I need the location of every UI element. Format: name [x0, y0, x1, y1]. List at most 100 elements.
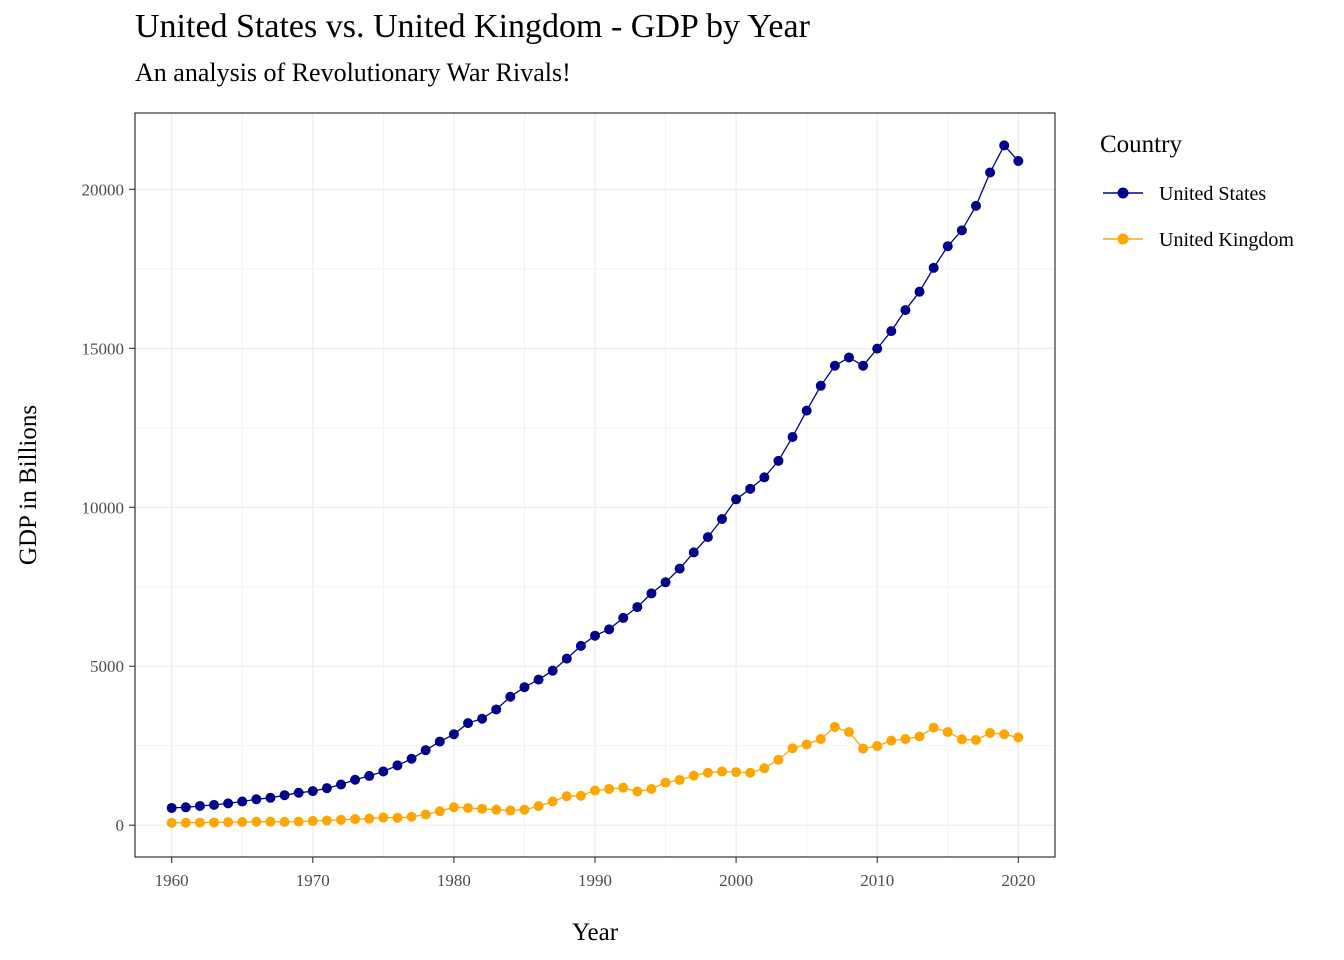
data-point-united-states [745, 483, 756, 494]
data-point-united-kingdom [209, 817, 220, 828]
series-group [166, 140, 1024, 828]
data-point-united-kingdom [942, 727, 953, 738]
data-point-united-states [731, 494, 742, 505]
data-point-united-kingdom [237, 816, 248, 827]
data-point-united-states [223, 798, 234, 809]
data-point-united-kingdom [251, 816, 262, 827]
data-point-united-states [293, 787, 304, 798]
data-point-united-states [434, 736, 445, 747]
data-point-united-kingdom [801, 739, 812, 750]
grid-lines [135, 113, 1055, 857]
data-point-united-states [378, 766, 389, 777]
data-point-united-states [533, 674, 544, 685]
data-point-united-states [928, 262, 939, 273]
data-point-united-states [321, 783, 332, 794]
data-point-united-kingdom [279, 816, 290, 827]
data-point-united-states [575, 640, 586, 651]
data-point-united-states [801, 405, 812, 416]
data-point-united-states [336, 779, 347, 790]
data-point-united-states [632, 602, 643, 613]
data-point-united-states [872, 343, 883, 354]
data-point-united-kingdom [448, 802, 459, 813]
data-point-united-kingdom [307, 816, 318, 827]
data-point-united-states [1013, 156, 1024, 167]
chart-subtitle: An analysis of Revolutionary War Rivals! [135, 58, 571, 87]
data-point-united-states [420, 745, 431, 756]
data-point-united-kingdom [491, 804, 502, 815]
data-point-united-states [716, 514, 727, 525]
data-point-united-kingdom [561, 791, 572, 802]
legend-key-point-united-kingdom [1117, 233, 1129, 245]
data-point-united-kingdom [674, 775, 685, 786]
legend: Country United States United Kingdom [1100, 131, 1294, 251]
x-tick-label: 1990 [578, 871, 612, 890]
data-point-united-states [843, 352, 854, 363]
data-point-united-kingdom [364, 813, 375, 824]
legend-label-united-states: United States [1159, 183, 1266, 205]
data-point-united-kingdom [745, 767, 756, 778]
data-point-united-states [251, 794, 262, 805]
data-point-united-kingdom [843, 727, 854, 738]
data-point-united-kingdom [872, 741, 883, 752]
data-point-united-states [166, 802, 177, 813]
data-point-united-kingdom [166, 817, 177, 828]
data-point-united-kingdom [632, 786, 643, 797]
data-point-united-states [660, 577, 671, 588]
x-tick-label: 1960 [155, 871, 189, 890]
data-point-united-states [237, 796, 248, 807]
data-point-united-kingdom [900, 734, 911, 745]
data-point-united-states [773, 455, 784, 466]
data-point-united-kingdom [180, 817, 191, 828]
data-point-united-states [406, 753, 417, 764]
data-point-united-kingdom [434, 806, 445, 817]
series-united-kingdom [166, 721, 1024, 828]
data-point-united-states [350, 774, 361, 785]
x-tick-label: 2020 [1001, 871, 1035, 890]
y-tick-label: 10000 [82, 498, 125, 517]
data-point-united-states [561, 653, 572, 664]
data-point-united-states [674, 563, 685, 574]
data-point-united-states [180, 802, 191, 813]
data-point-united-kingdom [547, 796, 558, 807]
data-point-united-states [477, 713, 488, 724]
y-axis-title: GDP in Billions [15, 405, 42, 565]
data-point-united-kingdom [829, 721, 840, 732]
data-point-united-kingdom [646, 783, 657, 794]
data-point-united-states [590, 630, 600, 641]
data-point-united-states [491, 704, 502, 715]
data-point-united-states [914, 286, 925, 297]
chart-title: United States vs. United Kingdom - GDP b… [135, 8, 810, 45]
x-tick-label: 1970 [296, 871, 330, 890]
data-point-united-states [688, 547, 699, 558]
data-point-united-states [985, 167, 996, 178]
data-point-united-states [604, 624, 615, 635]
data-point-united-kingdom [928, 722, 939, 733]
data-point-united-kingdom [716, 766, 727, 777]
legend-title: Country [1100, 131, 1182, 158]
x-axis-title: Year [572, 919, 619, 946]
data-point-united-states [307, 786, 318, 797]
data-point-united-kingdom [378, 812, 389, 823]
data-point-united-states [392, 760, 403, 771]
data-point-united-states [463, 718, 474, 729]
data-point-united-kingdom [787, 743, 798, 754]
data-point-united-kingdom [336, 814, 347, 825]
data-point-united-kingdom [463, 803, 474, 814]
data-point-united-states [829, 360, 840, 371]
data-point-united-kingdom [985, 728, 996, 738]
data-point-united-states [787, 431, 798, 442]
data-point-united-kingdom [618, 782, 629, 793]
data-point-united-states [505, 691, 516, 702]
legend-label-united-kingdom: United Kingdom [1159, 229, 1294, 251]
data-point-united-kingdom [392, 812, 403, 823]
data-point-united-states [942, 241, 953, 252]
data-point-united-states [900, 305, 911, 316]
data-point-united-kingdom [533, 801, 544, 812]
data-point-united-states [970, 200, 981, 211]
data-point-united-kingdom [293, 816, 304, 827]
x-tick-label: 2010 [860, 871, 894, 890]
data-point-united-states [956, 225, 967, 236]
data-point-united-states [815, 380, 826, 391]
data-point-united-kingdom [575, 790, 586, 801]
